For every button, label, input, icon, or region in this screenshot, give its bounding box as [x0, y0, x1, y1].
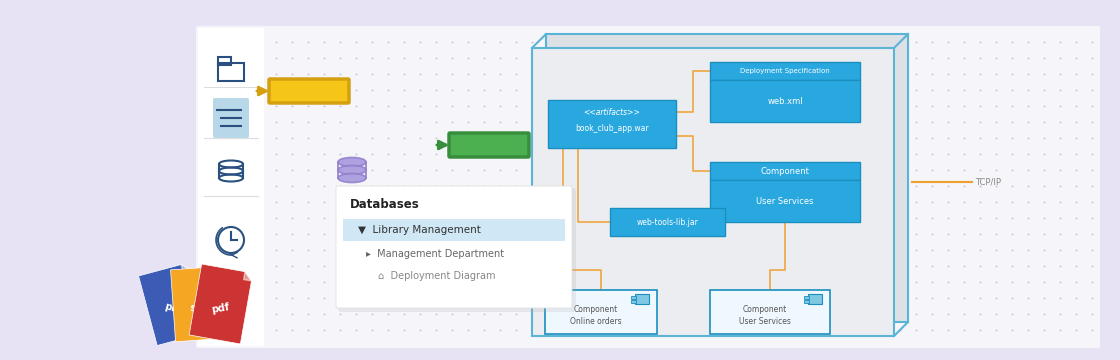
Text: Component: Component — [573, 306, 618, 315]
FancyBboxPatch shape — [338, 188, 576, 312]
FancyBboxPatch shape — [610, 208, 725, 236]
FancyBboxPatch shape — [532, 48, 894, 336]
FancyBboxPatch shape — [710, 80, 860, 122]
Text: png: png — [162, 301, 186, 316]
Text: ⌂  Deployment Diagram: ⌂ Deployment Diagram — [377, 271, 495, 281]
Text: web-tools-lib.jar: web-tools-lib.jar — [636, 217, 699, 226]
FancyBboxPatch shape — [336, 186, 572, 308]
FancyBboxPatch shape — [710, 162, 860, 180]
FancyBboxPatch shape — [631, 296, 636, 299]
FancyBboxPatch shape — [343, 219, 564, 241]
Polygon shape — [189, 264, 252, 344]
Text: Deployment Specification: Deployment Specification — [740, 68, 830, 74]
FancyBboxPatch shape — [213, 98, 249, 138]
Text: User Services: User Services — [739, 318, 791, 327]
Polygon shape — [243, 272, 252, 281]
Text: Component: Component — [760, 166, 810, 176]
FancyBboxPatch shape — [710, 62, 860, 80]
FancyBboxPatch shape — [198, 28, 264, 346]
Text: Component: Component — [743, 306, 787, 315]
FancyBboxPatch shape — [635, 294, 648, 304]
Ellipse shape — [338, 174, 366, 183]
Text: svg: svg — [189, 303, 209, 315]
Text: pdf: pdf — [211, 302, 230, 315]
FancyBboxPatch shape — [804, 296, 809, 299]
FancyBboxPatch shape — [196, 26, 1100, 348]
Text: ▸  Management Department: ▸ Management Department — [366, 249, 504, 259]
Text: Databases: Databases — [349, 198, 420, 211]
Ellipse shape — [338, 158, 366, 166]
FancyBboxPatch shape — [545, 290, 657, 334]
Text: User Services: User Services — [756, 197, 814, 206]
Polygon shape — [139, 265, 207, 346]
FancyBboxPatch shape — [269, 79, 349, 103]
FancyBboxPatch shape — [449, 133, 529, 157]
FancyBboxPatch shape — [710, 180, 860, 222]
Text: TCP/IP: TCP/IP — [976, 177, 1001, 186]
FancyBboxPatch shape — [808, 294, 822, 304]
FancyBboxPatch shape — [631, 300, 636, 303]
FancyBboxPatch shape — [545, 34, 908, 322]
Text: book_club_app.war: book_club_app.war — [576, 123, 648, 132]
Polygon shape — [181, 265, 190, 272]
Text: Online orders: Online orders — [570, 318, 622, 327]
FancyBboxPatch shape — [804, 300, 809, 303]
FancyBboxPatch shape — [548, 100, 676, 148]
Polygon shape — [170, 267, 227, 342]
Text: ▼  Library Management: ▼ Library Management — [358, 225, 480, 235]
FancyBboxPatch shape — [710, 290, 830, 334]
Text: <<artifacts>>: <<artifacts>> — [584, 108, 641, 117]
Polygon shape — [214, 267, 223, 275]
Ellipse shape — [338, 166, 366, 175]
Text: web.xml: web.xml — [767, 96, 803, 105]
